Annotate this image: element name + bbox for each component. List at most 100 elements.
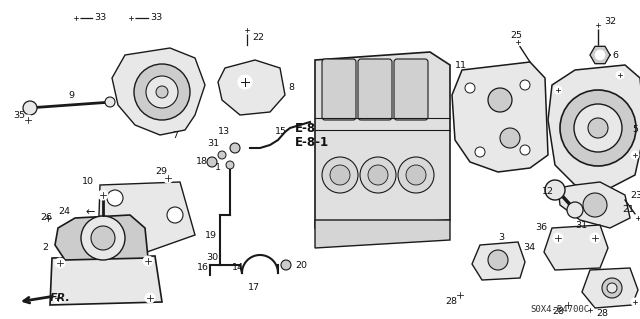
Polygon shape (548, 65, 640, 188)
Circle shape (616, 71, 624, 79)
Polygon shape (98, 182, 195, 258)
Text: 3: 3 (498, 234, 504, 242)
Text: 26: 26 (40, 213, 52, 222)
Circle shape (631, 151, 639, 159)
Circle shape (322, 157, 358, 193)
Text: 5: 5 (632, 125, 638, 135)
Circle shape (167, 207, 183, 223)
Circle shape (520, 80, 530, 90)
Circle shape (107, 190, 123, 206)
Text: 24: 24 (58, 207, 70, 217)
Text: 28: 28 (596, 309, 608, 318)
Circle shape (602, 278, 622, 298)
Circle shape (238, 75, 252, 89)
Circle shape (545, 180, 565, 200)
Text: 13: 13 (218, 128, 230, 137)
Text: FR.: FR. (50, 293, 71, 303)
Text: 17: 17 (248, 284, 260, 293)
Circle shape (105, 97, 115, 107)
Circle shape (143, 256, 153, 266)
Circle shape (588, 118, 608, 138)
Circle shape (583, 193, 607, 217)
Polygon shape (472, 242, 525, 280)
Circle shape (281, 260, 291, 270)
Text: 15: 15 (275, 128, 287, 137)
Circle shape (226, 161, 234, 169)
Circle shape (553, 233, 563, 243)
Text: 1: 1 (215, 164, 221, 173)
Text: 31: 31 (575, 220, 587, 229)
Circle shape (146, 76, 178, 108)
Text: 19: 19 (205, 231, 217, 240)
Text: 8: 8 (288, 84, 294, 93)
Polygon shape (112, 48, 205, 135)
Polygon shape (452, 62, 548, 172)
Circle shape (594, 21, 602, 29)
Circle shape (23, 115, 33, 125)
Circle shape (590, 233, 600, 243)
Text: 14: 14 (232, 263, 244, 272)
Circle shape (631, 298, 639, 306)
Circle shape (406, 165, 426, 185)
FancyBboxPatch shape (358, 59, 392, 120)
Text: 16: 16 (197, 263, 209, 272)
Text: 9: 9 (68, 92, 74, 100)
Polygon shape (315, 220, 450, 248)
Circle shape (23, 101, 37, 115)
Circle shape (218, 151, 226, 159)
Circle shape (243, 26, 251, 34)
Circle shape (563, 300, 573, 310)
Circle shape (500, 128, 520, 148)
Circle shape (127, 14, 135, 22)
Circle shape (360, 157, 396, 193)
Text: 28: 28 (445, 298, 457, 307)
Text: 6: 6 (612, 50, 618, 60)
Text: 20: 20 (295, 261, 307, 270)
Polygon shape (55, 215, 148, 260)
Text: 25: 25 (510, 32, 522, 41)
Circle shape (72, 14, 80, 22)
Text: S0X4-B4700C: S0X4-B4700C (530, 306, 589, 315)
Circle shape (330, 165, 350, 185)
FancyBboxPatch shape (394, 59, 428, 120)
Text: 11: 11 (455, 61, 467, 70)
Text: E-8-1: E-8-1 (295, 136, 329, 149)
Text: 22: 22 (252, 33, 264, 42)
Text: ←: ← (85, 207, 94, 217)
Circle shape (134, 64, 190, 120)
Polygon shape (315, 52, 450, 228)
Circle shape (574, 104, 622, 152)
Text: 31: 31 (207, 138, 219, 147)
Circle shape (586, 306, 594, 314)
Text: 23: 23 (630, 190, 640, 199)
Circle shape (368, 165, 388, 185)
Text: 30: 30 (206, 253, 218, 262)
Circle shape (91, 226, 115, 250)
Circle shape (475, 147, 485, 157)
Circle shape (465, 83, 475, 93)
Circle shape (455, 290, 465, 300)
Circle shape (554, 86, 562, 94)
Text: 28: 28 (552, 308, 564, 316)
Text: 36: 36 (535, 224, 547, 233)
Circle shape (488, 250, 508, 270)
Text: 18: 18 (196, 158, 208, 167)
Circle shape (43, 213, 53, 223)
Text: 10: 10 (82, 177, 94, 187)
Circle shape (520, 145, 530, 155)
Circle shape (98, 190, 108, 200)
Text: 32: 32 (604, 18, 616, 26)
Polygon shape (582, 268, 638, 308)
Text: 7: 7 (172, 130, 178, 139)
Circle shape (81, 216, 125, 260)
Circle shape (560, 90, 636, 166)
Text: 29: 29 (155, 167, 167, 176)
Circle shape (488, 88, 512, 112)
Circle shape (567, 202, 583, 218)
Polygon shape (218, 60, 285, 115)
Circle shape (595, 50, 605, 60)
Text: 12: 12 (542, 188, 554, 197)
FancyBboxPatch shape (322, 59, 356, 120)
Circle shape (207, 157, 217, 167)
Polygon shape (544, 225, 608, 270)
